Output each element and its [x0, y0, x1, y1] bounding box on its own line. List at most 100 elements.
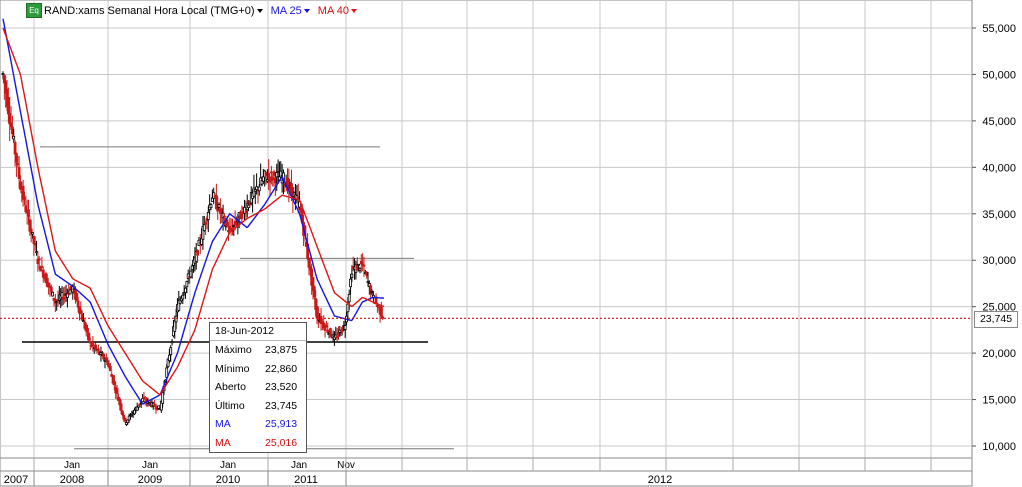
- tooltip-label: Último: [215, 399, 245, 412]
- tooltip-value: 22,860: [265, 362, 298, 375]
- vertical-gridlines: [33, 0, 932, 458]
- candle-body: [347, 293, 351, 303]
- candle-body: [91, 342, 95, 347]
- tooltip-row: MA 25,913: [210, 415, 306, 434]
- candle-body: [227, 230, 230, 233]
- candle-body: [366, 280, 370, 283]
- candle-body: [343, 325, 347, 330]
- candle-body: [272, 171, 276, 176]
- candle-body: [51, 291, 55, 297]
- tooltip-value: 23,520: [265, 381, 298, 393]
- candle-body: [202, 224, 206, 231]
- candle-body: [127, 415, 131, 421]
- candle-body: [325, 325, 328, 328]
- tooltip-label: Aberto: [215, 381, 246, 393]
- candle-body: [37, 258, 41, 261]
- horizontal-gridlines: [0, 27, 972, 447]
- x-tick-label: Jan: [142, 460, 158, 471]
- candle-body: [157, 405, 161, 409]
- candle-body: [9, 122, 13, 128]
- ma25-dropdown-icon[interactable]: [303, 8, 310, 13]
- ma25-line: [2, 18, 385, 405]
- candle-body: [350, 273, 354, 278]
- candle-body: [264, 172, 268, 176]
- candle-body: [96, 348, 100, 352]
- candle-body: [355, 265, 359, 271]
- x-tick-label: 2007: [4, 474, 28, 486]
- candle-body: [32, 236, 36, 245]
- y-tick-label: 35,000: [982, 209, 1016, 221]
- candle-body: [61, 296, 65, 300]
- candle-body: [35, 251, 38, 253]
- candle-body: [142, 396, 146, 400]
- candle-body: [184, 287, 187, 294]
- candle-body: [170, 341, 174, 344]
- candle-body: [185, 281, 189, 288]
- candle-body: [276, 171, 280, 174]
- x-tick-label: 2008: [60, 474, 84, 486]
- candle-body: [55, 301, 59, 304]
- tooltip-row: Aberto 23,520: [210, 378, 306, 397]
- candle-body: [275, 172, 279, 178]
- candle-body: [94, 344, 97, 350]
- tooltip-label: Máximo: [215, 344, 252, 356]
- y-axis: 10,000 15,000 20,000 25,000 30,000 35,000 40,0…: [972, 23, 1016, 453]
- moving-averages: [2, 18, 385, 405]
- candlesticks: [1, 71, 385, 427]
- tooltip-row: MA 25,016: [210, 434, 306, 453]
- candle-body: [8, 113, 12, 125]
- ma25-legend[interactable]: MA 25: [270, 4, 302, 17]
- tooltip-date: 18-Jun-2012: [210, 323, 306, 341]
- tooltip-label: MA: [215, 436, 231, 449]
- candle-body: [24, 205, 28, 213]
- chart-header: Eq RAND:xams Semanal Hora Local (TMG+0) …: [26, 3, 365, 18]
- instrument-title[interactable]: RAND:xams Semanal Hora Local (TMG+0): [44, 4, 255, 17]
- candle-body: [33, 243, 37, 246]
- candle-body: [138, 403, 142, 406]
- candle-body: [244, 210, 248, 213]
- candle-body: [115, 388, 119, 395]
- x-axis-lower-row: [0, 470, 973, 487]
- candle-body: [326, 329, 330, 333]
- candle-body: [381, 316, 385, 319]
- candle-body: [196, 249, 199, 256]
- candle-body: [312, 286, 316, 298]
- candle-body: [27, 209, 30, 217]
- candle-body: [21, 185, 25, 200]
- candle-body: [217, 204, 221, 208]
- candle-body: [209, 204, 213, 209]
- x-tick-label: 2010: [216, 474, 240, 486]
- candle-body: [358, 268, 362, 271]
- candle-body: [335, 335, 339, 338]
- candle-body: [287, 178, 291, 190]
- candle-body: [316, 313, 320, 322]
- ma40-legend[interactable]: MA 40: [317, 4, 349, 17]
- candle-body: [133, 409, 136, 415]
- candle-body: [223, 215, 226, 218]
- candle-body: [10, 126, 14, 135]
- y-tick-label: 10,000: [982, 441, 1016, 453]
- candle-body: [338, 329, 342, 333]
- tooltip-row: Máximo 23,875: [210, 341, 306, 360]
- candle-body: [323, 324, 327, 331]
- ma40-dropdown-icon[interactable]: [350, 8, 357, 13]
- title-dropdown-icon[interactable]: [256, 8, 263, 13]
- candle-body: [16, 163, 20, 165]
- candle-body: [181, 294, 185, 300]
- candle-body: [189, 270, 193, 278]
- candle-body: [88, 341, 92, 344]
- candle-body: [1, 73, 5, 76]
- candle-body: [60, 292, 64, 298]
- candle-body: [112, 380, 116, 386]
- plot-area: [0, 0, 973, 459]
- candle-body: [269, 171, 273, 174]
- candle-body: [337, 331, 340, 336]
- candle-body: [267, 173, 271, 178]
- x-tick-label: 2011: [294, 474, 318, 486]
- candle-body: [204, 222, 208, 225]
- candle-body: [130, 414, 134, 417]
- candle-body: [206, 211, 210, 220]
- candle-body: [87, 332, 91, 341]
- candle-body: [6, 97, 10, 115]
